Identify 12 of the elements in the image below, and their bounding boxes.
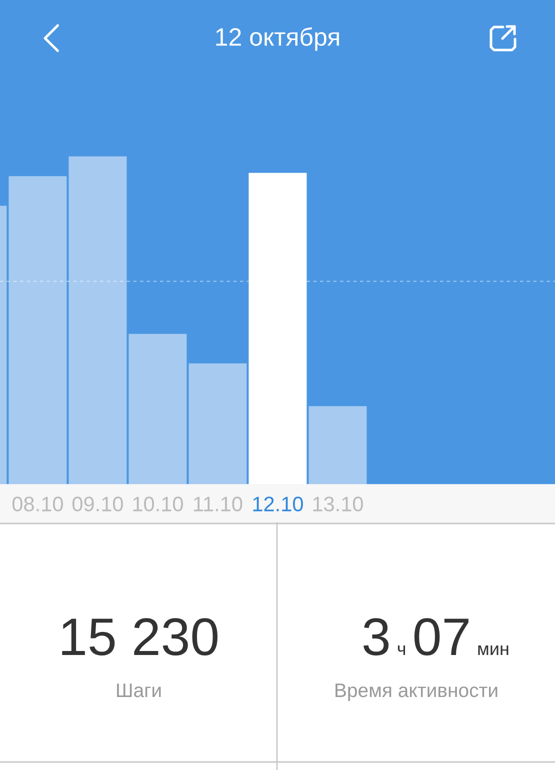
- x-tick-label: 13.10: [313, 496, 363, 512]
- bar: [188, 363, 247, 485]
- x-tick-label: 11.10: [194, 496, 242, 512]
- x-tick-label: 09.10: [72, 496, 123, 512]
- bar: [128, 334, 187, 485]
- x-tick-label: 12.10: [253, 496, 303, 512]
- x-tick-label: 10.10: [133, 496, 183, 512]
- bar: [8, 176, 67, 485]
- chart-title: 12 октября: [216, 27, 339, 51]
- x-tick-label: 08.10: [12, 496, 63, 512]
- bar: [308, 406, 367, 485]
- bar: [68, 156, 127, 485]
